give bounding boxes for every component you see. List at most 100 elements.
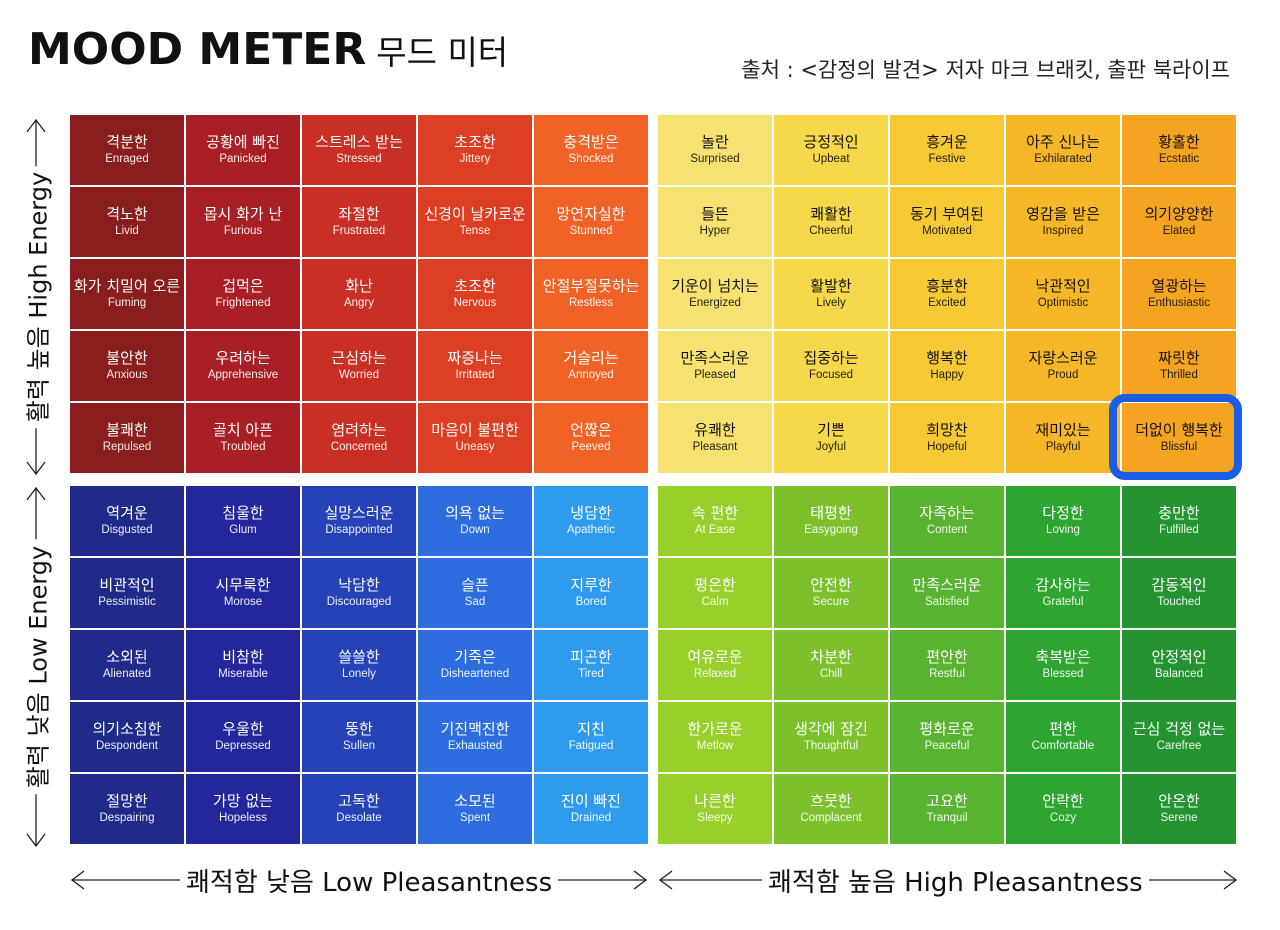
mood-label-english: Angry	[343, 297, 375, 309]
mood-cell-relaxed: 여유로운 Relaxed	[658, 630, 772, 700]
mood-label-korean: 냉담한	[570, 504, 612, 522]
mood-label-english: Chill	[819, 668, 843, 680]
mood-cell-energized: 기운이 넘치는 Energized	[658, 259, 772, 329]
mood-label-english: Peeved	[571, 441, 611, 453]
mood-label-korean: 뚱한	[345, 720, 373, 738]
mood-cell-at-ease: 속 편한 At Ease	[658, 486, 772, 556]
mood-label-english: Spent	[459, 812, 491, 824]
mood-label-english: Tense	[459, 225, 491, 237]
mood-label-english: Enthusiastic	[1147, 297, 1210, 309]
mood-label-korean: 쓸쓸한	[338, 648, 380, 666]
mood-label-english: Satisfied	[924, 596, 970, 608]
mood-label-korean: 속 편한	[691, 504, 739, 522]
mood-label-english: Disgusted	[101, 524, 153, 536]
mood-label-korean: 피곤한	[570, 648, 612, 666]
mood-cell-apathetic: 냉담한 Apathetic	[534, 486, 648, 556]
mood-label-korean: 우려하는	[215, 349, 271, 367]
mood-label-english: Complacent	[800, 812, 862, 824]
mood-cell-anxious: 불안한 Anxious	[70, 331, 184, 401]
mood-label-korean: 기진맥진한	[440, 720, 510, 738]
mood-label-korean: 영감을 받은	[1026, 205, 1100, 223]
mood-label-korean: 근심 걱정 없는	[1132, 720, 1226, 738]
mood-label-english: Upbeat	[812, 153, 850, 165]
mood-label-english: Jittery	[459, 153, 491, 165]
mood-label-english: Worried	[338, 369, 380, 381]
mood-cell-troubled: 골치 아픈 Troubled	[186, 403, 300, 473]
mood-label-english: Blissful	[1160, 441, 1198, 453]
mood-cell-happy: 행복한 Happy	[890, 331, 1004, 401]
mood-cell-inspired: 영감을 받은 Inspired	[1006, 187, 1120, 257]
mood-cell-frustrated: 좌절한 Frustrated	[302, 187, 416, 257]
mood-cell-easygoing: 태평한 Easygoing	[774, 486, 888, 556]
mood-cell-blissful: 더없이 행복한 Blissful	[1122, 403, 1236, 473]
mood-label-korean: 거슬리는	[563, 349, 619, 367]
mood-label-korean: 의기양양한	[1144, 205, 1214, 223]
mood-cell-fuming: 화가 치밀어 오른 Fuming	[70, 259, 184, 329]
mood-label-english: Calm	[701, 596, 729, 608]
mood-label-english: Playful	[1045, 441, 1081, 453]
mood-cell-comfortable: 편한 Comfortable	[1006, 702, 1120, 772]
mood-label-korean: 자족하는	[919, 504, 975, 522]
mood-label-english: Fuming	[107, 297, 147, 309]
mood-label-korean: 여유로운	[687, 648, 743, 666]
mood-label-english: Sullen	[343, 740, 375, 752]
mood-label-korean: 안온한	[1158, 792, 1200, 810]
mood-label-english: Ecstatic	[1158, 153, 1200, 165]
mood-label-korean: 침울한	[222, 504, 264, 522]
mood-label-english: Blessed	[1042, 668, 1084, 680]
mood-label-korean: 우울한	[222, 720, 264, 738]
mood-label-english: Elated	[1162, 225, 1196, 237]
mood-label-korean: 마음이 불편한	[431, 421, 519, 439]
mood-cell-hopeful: 희망찬 Hopeful	[890, 403, 1004, 473]
mood-cell-repulsed: 불쾌한 Repulsed	[70, 403, 184, 473]
mood-cell-apprehensive: 우려하는 Apprehensive	[186, 331, 300, 401]
mood-label-korean: 낙담한	[338, 576, 380, 594]
mood-cell-bored: 지루한 Bored	[534, 558, 648, 628]
mood-label-english: Fulfilled	[1159, 524, 1199, 536]
mood-label-english: Hyper	[699, 225, 731, 237]
x-axis-high: 쾌적함 높음 High Pleasantness	[658, 862, 1238, 899]
mood-label-korean: 들뜬	[701, 205, 729, 223]
mood-label-english: Hopeful	[927, 441, 967, 453]
mood-cell-lonely: 쓸쓸한 Lonely	[302, 630, 416, 700]
mood-label-english: Motivated	[922, 225, 972, 237]
mood-label-korean: 비관적인	[99, 576, 155, 594]
mood-label-korean: 낙관적인	[1035, 277, 1091, 295]
mood-cell-pleased: 만족스러운 Pleased	[658, 331, 772, 401]
mood-label-korean: 겁먹은	[222, 277, 264, 295]
mood-label-english: Panicked	[219, 153, 267, 165]
mood-label-korean: 안정적인	[1151, 648, 1207, 666]
mood-label-korean: 놀란	[701, 133, 729, 151]
mood-label-korean: 격분한	[106, 133, 148, 151]
mood-cell-spent: 소모된 Spent	[418, 774, 532, 844]
mood-label-korean: 슬픈	[461, 576, 489, 594]
mood-label-english: Inspired	[1042, 225, 1084, 237]
mood-cell-alienated: 소외된 Alienated	[70, 630, 184, 700]
mood-label-korean: 재미있는	[1035, 421, 1091, 439]
mood-label-korean: 불쾌한	[106, 421, 148, 439]
mood-cell-festive: 흥겨운 Festive	[890, 115, 1004, 185]
mood-cell-angry: 화난 Angry	[302, 259, 416, 329]
mood-cell-joyful: 기쁜 Joyful	[774, 403, 888, 473]
mood-label-korean: 편한	[1049, 720, 1077, 738]
mood-label-korean: 망연자실한	[556, 205, 626, 223]
mood-cell-restless: 안절부절못하는 Restless	[534, 259, 648, 329]
y-axis-low-label: 활력 낮음 Low Energy	[18, 539, 54, 795]
quadrant-low-energy-high-pleasantness: 속 편한 At Ease 태평한 Easygoing 자족하는 Content 다정한 Lov…	[658, 486, 1236, 844]
mood-label-korean: 안전한	[810, 576, 852, 594]
mood-label-korean: 격노한	[106, 205, 148, 223]
mood-label-english: Apprehensive	[207, 369, 279, 381]
selected-mood-highlight	[1109, 394, 1242, 480]
mood-label-english: Drained	[570, 812, 612, 824]
mood-label-korean: 비참한	[222, 648, 264, 666]
y-axis-high-label: 활력 높음 High Energy	[18, 165, 54, 429]
mood-cell-pessimistic: 비관적인 Pessimistic	[70, 558, 184, 628]
mood-cell-livid: 격노한 Livid	[70, 187, 184, 257]
mood-label-korean: 차분한	[810, 648, 852, 666]
mood-label-korean: 스트레스 받는	[315, 133, 403, 151]
mood-cell-motivated: 동기 부여된 Motivated	[890, 187, 1004, 257]
mood-label-english: Despairing	[99, 812, 155, 824]
mood-cell-despairing: 절망한 Despairing	[70, 774, 184, 844]
mood-cell-drained: 진이 빠진 Drained	[534, 774, 648, 844]
mood-label-english: Happy	[930, 369, 964, 381]
